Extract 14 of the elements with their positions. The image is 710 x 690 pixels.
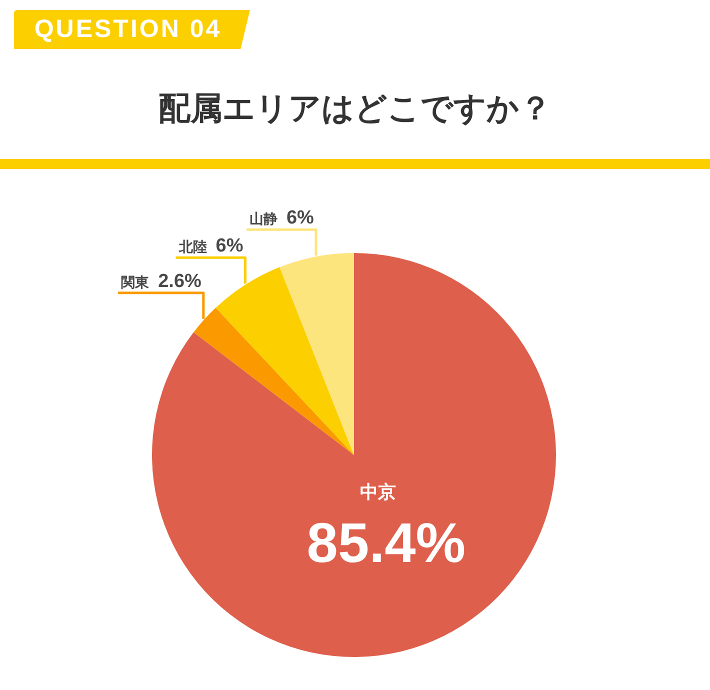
data-label: 85.4% [306,511,466,574]
slice-label: 中京 [360,482,396,502]
pie-slice [216,267,354,455]
data-label: 6% [286,208,314,229]
data-label: 2.6% [158,270,202,292]
pie-slice [194,308,354,455]
chart-title: 配属エリアはどこですか？ [158,89,552,128]
slice-label: 関東 [121,274,150,290]
slice-label: 山静 [250,210,278,227]
slice-label: 北陸 [178,238,207,255]
pie-slice [152,253,556,657]
pie-slice [280,253,354,455]
text: QUESTION 04 [33,14,223,45]
data-label: 6% [216,236,244,257]
